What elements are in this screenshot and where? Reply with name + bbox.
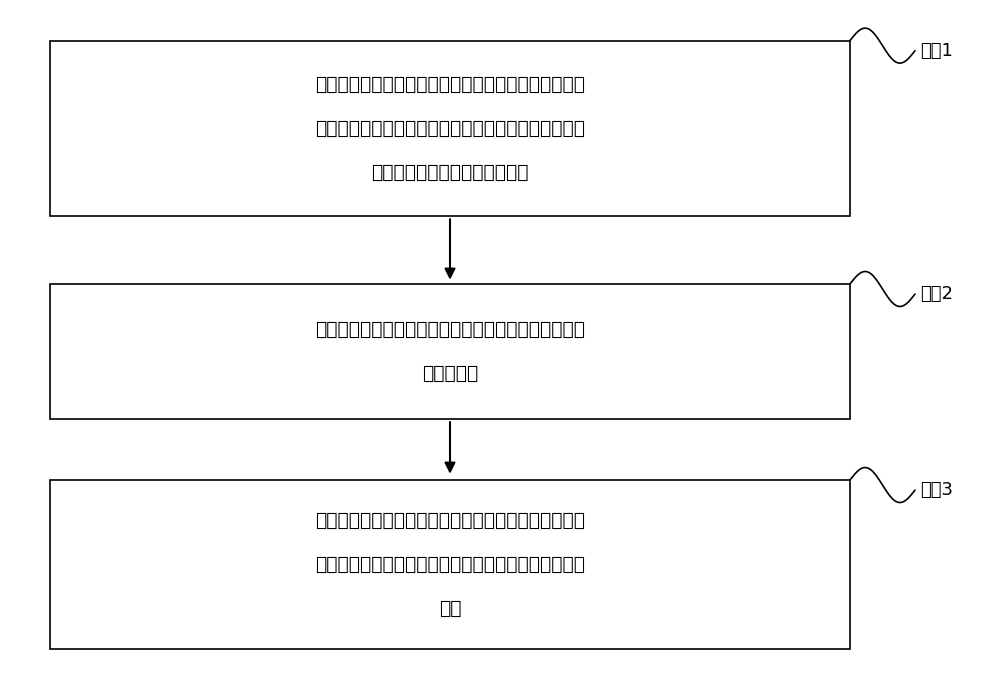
FancyBboxPatch shape	[50, 284, 850, 419]
Text: 计算抽样样本中所有电动汽车的总需求，以及区域调节: 计算抽样样本中所有电动汽车的总需求，以及区域调节	[315, 555, 585, 574]
Text: 步骤1: 步骤1	[920, 42, 953, 59]
Text: 步骤2: 步骤2	[920, 285, 953, 303]
Text: 基于联合概率分布函数统计不同时刻下区域内电动汽车: 基于联合概率分布函数统计不同时刻下区域内电动汽车	[315, 320, 585, 339]
Text: 步骤3: 步骤3	[920, 481, 953, 499]
Text: 潜力: 潜力	[439, 599, 461, 618]
FancyBboxPatch shape	[50, 480, 850, 649]
Text: 基于电动汽车用户的充电习惯对不同场景下电动汽车的: 基于电动汽车用户的充电习惯对不同场景下电动汽车的	[315, 75, 585, 94]
Text: 下电动汽车的联合概率分布函数: 下电动汽车的联合概率分布函数	[371, 163, 529, 182]
Text: 的充电功率: 的充电功率	[422, 364, 478, 383]
Text: 对区域内的所有电动汽车采用蒙特卡洛法进行抽样，并: 对区域内的所有电动汽车采用蒙特卡洛法进行抽样，并	[315, 511, 585, 530]
FancyBboxPatch shape	[50, 41, 850, 216]
Text: 充电起始时间、充电时长进行预测，分别获得不同场景: 充电起始时间、充电时长进行预测，分别获得不同场景	[315, 119, 585, 138]
